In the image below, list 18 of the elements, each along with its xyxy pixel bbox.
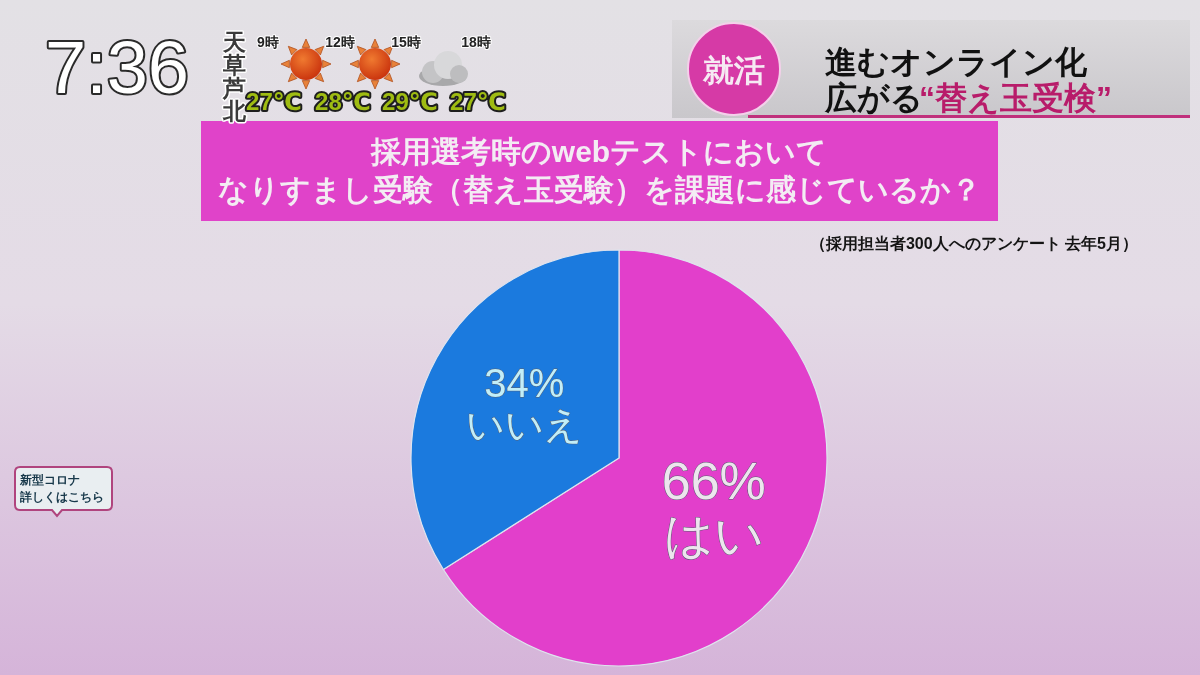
text: 12時 xyxy=(325,34,355,50)
text: 18時 xyxy=(461,34,491,50)
slice-label: いいえ xyxy=(465,403,583,446)
text: 29℃ xyxy=(382,88,438,115)
data-label: 34% xyxy=(484,361,565,406)
chart-title: 採用選考時のwebテストにおいてなりすまし受験（替え玉受験）を課題に感じているか？ xyxy=(217,135,981,206)
text: 新型コロナ詳しくはこちら xyxy=(20,473,104,504)
text: 進むオンライン化 xyxy=(825,44,1088,80)
text: 就活 xyxy=(702,53,765,88)
text: （採用担当者300人へのアンケート 去年5月） xyxy=(809,235,1138,253)
text: 9時 xyxy=(257,34,279,50)
text: 28℃ xyxy=(315,88,371,115)
text: “替え玉受検” xyxy=(919,80,1112,116)
text: 天草芦北 xyxy=(221,29,247,124)
text: 15時 xyxy=(391,34,421,50)
text: 27℃ xyxy=(246,88,302,115)
text: 7:36 xyxy=(44,26,190,109)
text: 27℃ xyxy=(450,88,506,115)
